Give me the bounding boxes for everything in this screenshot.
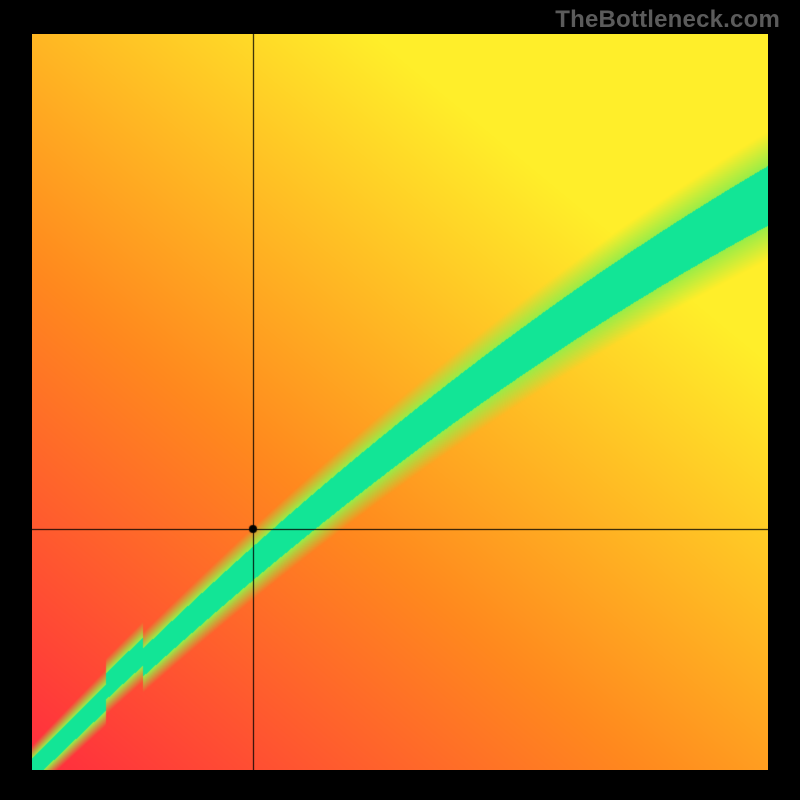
heatmap-plot <box>32 34 768 770</box>
heatmap-canvas <box>32 34 768 770</box>
watermark-text: TheBottleneck.com <box>555 6 780 34</box>
chart-container: TheBottleneck.com <box>0 0 800 800</box>
